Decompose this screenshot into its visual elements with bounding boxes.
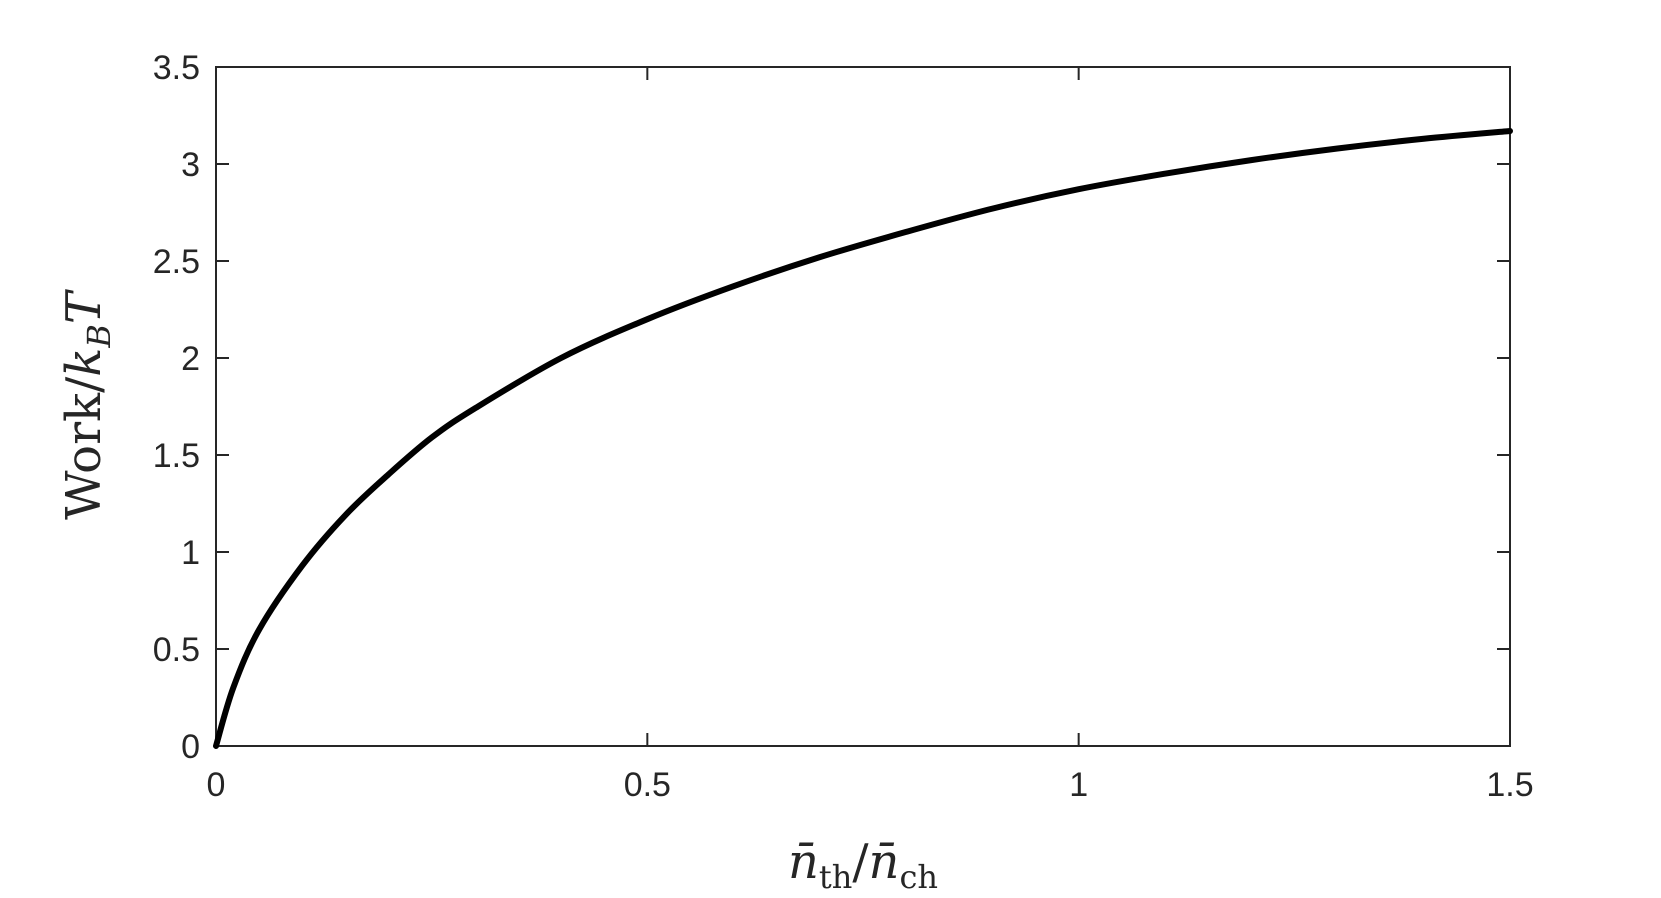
x-axis-label: n̄th/n̄ch xyxy=(788,834,938,896)
tick-labels: 0 0.5 1 1.5 0 0.5 1 1.5 2 2.5 3 3.5 xyxy=(153,49,1534,804)
y-tick-label: 0 xyxy=(181,728,200,766)
y-tick-label: 1.5 xyxy=(153,437,200,475)
y-tick-label: 3 xyxy=(181,146,200,184)
x-tick-label: 1 xyxy=(1069,766,1088,804)
x-tick-label: 0.5 xyxy=(624,766,671,804)
ticks xyxy=(215,66,1511,747)
x-tick-label: 1.5 xyxy=(1486,766,1533,804)
plot-area xyxy=(215,66,1511,747)
series-line xyxy=(213,128,1513,749)
y-tick-label: 2 xyxy=(181,340,200,378)
y-axis-label: Work/kBT xyxy=(56,289,118,520)
y-tick-label: 2.5 xyxy=(153,243,200,281)
y-tick-label: 0.5 xyxy=(153,631,200,669)
y-tick-label: 3.5 xyxy=(153,49,200,87)
y-tick-label: 1 xyxy=(181,534,200,572)
x-tick-label: 0 xyxy=(207,766,226,804)
